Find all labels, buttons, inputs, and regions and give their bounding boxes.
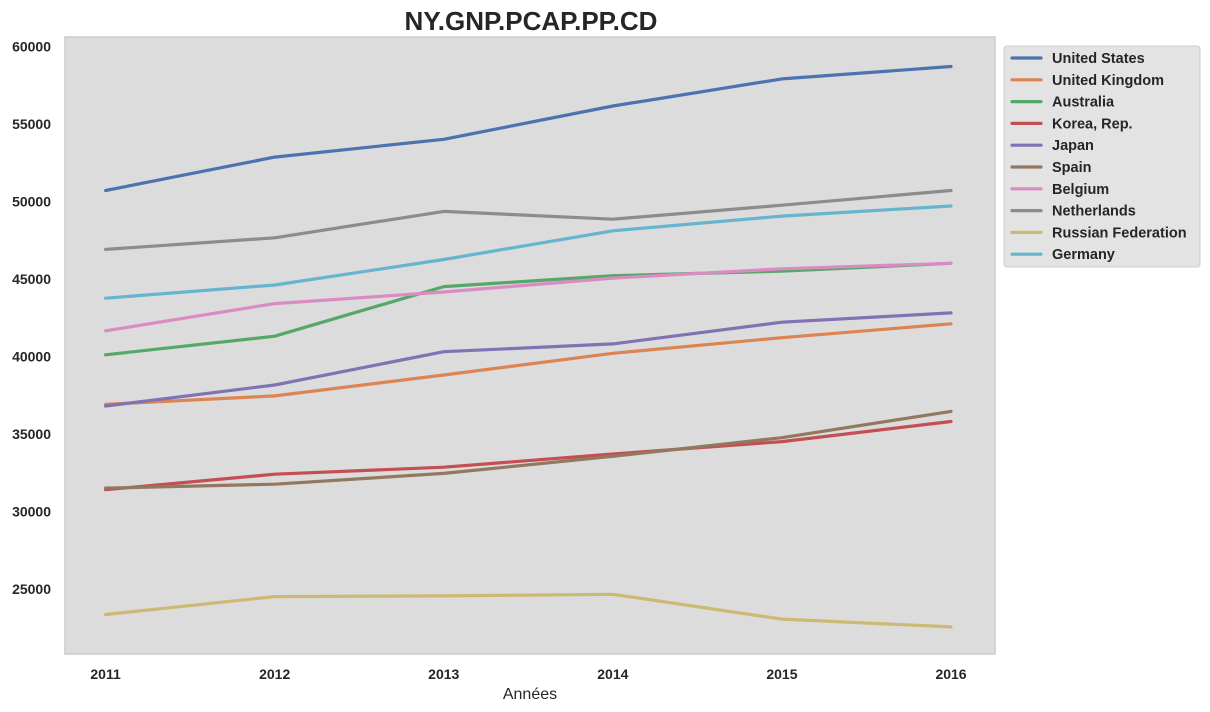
legend-box <box>1003 45 1201 268</box>
legend-label-japan: Japan <box>1052 138 1094 154</box>
legend-label-netherlands: Netherlands <box>1052 204 1136 220</box>
series-line-belgium <box>103 261 953 333</box>
x-tick-label: 2014 <box>597 666 628 682</box>
y-axis: 25000 30000 35000 40000 45000 50000 55000 60000 <box>12 38 51 597</box>
y-tick-label: 60000 <box>12 38 51 54</box>
plot-area <box>64 36 996 655</box>
y-tick-label: 35000 <box>12 426 51 442</box>
x-tick-label: 2013 <box>428 666 459 682</box>
y-tick-label: 25000 <box>12 581 51 597</box>
series-line-netherlands <box>103 188 953 251</box>
series-line-australia <box>103 261 953 357</box>
series-line-korea-rep <box>103 419 953 492</box>
series-line-russian-federation <box>103 592 953 629</box>
legend-label-belgium: Belgium <box>1052 182 1109 198</box>
legend-label-australia: Australia <box>1052 95 1115 111</box>
x-tick-label: 2012 <box>259 666 290 682</box>
series-line-japan <box>103 311 953 408</box>
legend-label-germany: Germany <box>1052 247 1115 263</box>
legend-label-russian-federation: Russian Federation <box>1052 225 1187 241</box>
series-line-spain <box>103 409 953 490</box>
legend: United States United Kingdom Australia Kore… <box>1003 45 1201 268</box>
legend-label-united-states: United States <box>1052 51 1145 67</box>
legend-label-spain: Spain <box>1052 160 1091 176</box>
chart-title: NY.GNP.PCAP.PP.CD <box>405 6 658 36</box>
series-line-united-states <box>103 64 953 193</box>
y-tick-label: 30000 <box>12 503 51 519</box>
x-tick-label: 2016 <box>935 666 966 682</box>
series-line-united-kingdom <box>103 322 953 406</box>
series-line-germany <box>103 204 953 300</box>
y-tick-label: 50000 <box>12 193 51 209</box>
series-lines <box>103 64 953 629</box>
x-tick-label: 2015 <box>766 666 797 682</box>
x-axis-label: Années <box>503 686 557 703</box>
y-tick-label: 45000 <box>12 271 51 287</box>
x-axis: 2011 2012 2013 2014 2015 2016 <box>90 666 966 682</box>
legend-label-united-kingdom: United Kingdom <box>1052 73 1164 89</box>
x-tick-label: 2011 <box>90 666 121 682</box>
y-tick-label: 55000 <box>12 116 51 132</box>
legend-label-korea-rep: Korea, Rep. <box>1052 116 1133 132</box>
y-tick-label: 40000 <box>12 348 51 364</box>
